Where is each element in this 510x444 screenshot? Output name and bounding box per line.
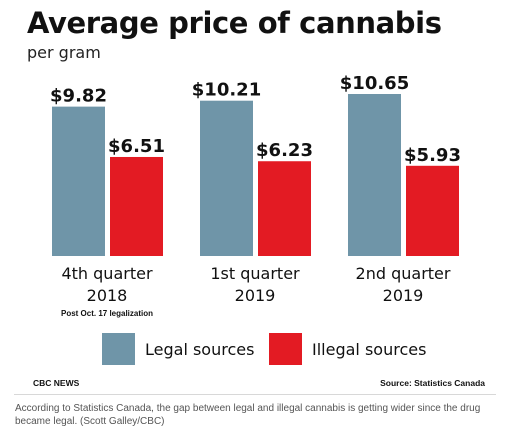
bar-legal-1: [52, 106, 105, 256]
bar-legal-3: [348, 94, 401, 256]
value-label-legal-2: $10.21: [192, 80, 261, 101]
bar-illegal-3: [406, 165, 459, 256]
bar-illegal-2: [258, 161, 311, 256]
value-label-illegal-3: $5.93: [404, 145, 461, 166]
chart-subtitle: per gram: [27, 43, 101, 62]
category-note-1: Post Oct. 17 legalization: [61, 309, 153, 318]
legend-label-illegal: Illegal sources: [312, 339, 427, 359]
bar-legal-2: [200, 100, 253, 256]
legend-item-illegal: Illegal sources: [269, 333, 426, 365]
legend-item-legal: Legal sources: [102, 333, 254, 365]
category-label-1-line1: 4th quarter: [61, 264, 152, 283]
publisher-credit: CBC NEWS: [33, 378, 80, 388]
value-label-illegal-2: $6.23: [256, 140, 313, 161]
source-credit: Source: Statistics Canada: [380, 378, 485, 388]
bar-illegal-1: [110, 156, 163, 256]
bar-chart: $9.82 $6.51 4th quarter 2018 Post Oct. 17 le…: [50, 73, 461, 318]
category-label-2-line1: 1st quarter: [210, 264, 300, 283]
value-label-legal-3: $10.65: [340, 73, 409, 94]
category-label-3-line2: 2019: [383, 286, 424, 305]
legend-swatch-illegal: [269, 333, 302, 365]
value-label-legal-1: $9.82: [50, 86, 107, 107]
chart-title: Average price of cannabis: [27, 6, 442, 40]
divider: [14, 394, 496, 395]
value-label-illegal-1: $6.51: [108, 136, 165, 157]
category-label-1-line2: 2018: [87, 286, 128, 305]
legend-label-legal: Legal sources: [145, 339, 255, 359]
photo-caption: According to Statistics Canada, the gap …: [15, 403, 481, 427]
category-label-3-line1: 2nd quarter: [356, 264, 451, 283]
legend-swatch-legal: [102, 333, 135, 365]
category-label-2-line2: 2019: [235, 286, 276, 305]
